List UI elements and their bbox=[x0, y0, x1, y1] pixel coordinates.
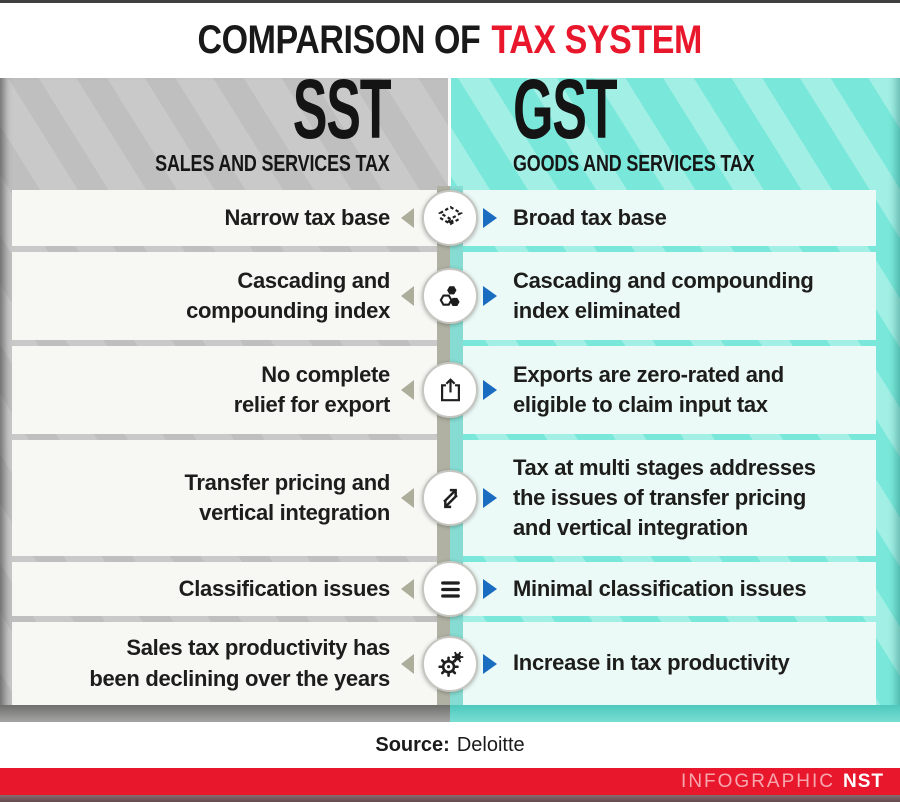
left-arrow-icon bbox=[401, 488, 414, 508]
column-divider bbox=[448, 78, 451, 186]
sst-abbreviation: SST bbox=[292, 61, 391, 156]
sst-point-text: Narrow tax base bbox=[224, 204, 391, 230]
left-arrow-icon bbox=[401, 380, 414, 400]
comparison-row: No complete relief for export Exports ar… bbox=[12, 346, 876, 434]
gst-point-text: Increase in tax productivity bbox=[513, 650, 790, 676]
comparison-row: Transfer pricing and vertical integratio… bbox=[12, 440, 876, 556]
right-arrow-icon bbox=[483, 653, 497, 674]
sst-cell: Sales tax productivity has been declinin… bbox=[12, 622, 437, 705]
gst-cell: Cascading and compounding index eliminat… bbox=[463, 252, 876, 340]
export-icon bbox=[422, 362, 478, 418]
gst-cell: Minimal classification issues bbox=[463, 562, 876, 616]
gst-point-text: Broad tax base bbox=[513, 204, 667, 230]
source-value: Deloitte bbox=[456, 733, 525, 756]
title-bar: COMPARISON OF TAX SYSTEM bbox=[0, 3, 900, 78]
right-arrow-icon bbox=[483, 286, 497, 306]
left-arrow-icon bbox=[401, 653, 414, 674]
footer-nst-logo: NST bbox=[843, 770, 884, 792]
bottom-band bbox=[0, 705, 900, 722]
source-line: Source: Deloitte bbox=[0, 722, 900, 768]
sst-point-text: Classification issues bbox=[178, 575, 391, 601]
right-arrow-icon bbox=[483, 208, 497, 228]
gst-cell: Exports are zero-rated and eligible to c… bbox=[463, 346, 876, 434]
comparison-row: Sales tax productivity has been declinin… bbox=[12, 622, 876, 705]
sst-cell: Narrow tax base bbox=[12, 190, 437, 246]
sst-bottom-band bbox=[0, 705, 450, 722]
gst-point-text: Tax at multi stages addresses the issues… bbox=[513, 454, 816, 541]
top-border bbox=[0, 0, 900, 3]
gst-cell: Tax at multi stages addresses the issues… bbox=[463, 440, 876, 556]
footer-bar: INFOGRAPHIC NST bbox=[0, 768, 900, 795]
sst-point-text: No complete relief for export bbox=[233, 361, 391, 417]
gst-cell: Broad tax base bbox=[463, 190, 876, 246]
comparison-row: Narrow tax base Broad tax base bbox=[12, 190, 876, 246]
sst-full-name: SALES AND SERVICES TAX bbox=[155, 150, 391, 176]
page-title-prefix: COMPARISON OF bbox=[197, 18, 481, 62]
page-title: COMPARISON OF TAX SYSTEM bbox=[197, 18, 703, 63]
list-lines-icon bbox=[422, 561, 478, 617]
footer-infographic-label: INFOGRAPHIC bbox=[681, 770, 835, 792]
bottom-border bbox=[0, 795, 900, 802]
left-arrow-icon bbox=[401, 579, 414, 599]
sst-cell: Transfer pricing and vertical integratio… bbox=[12, 440, 437, 556]
sst-point-text: Sales tax productivity has been declinin… bbox=[89, 635, 390, 691]
gst-cell: Increase in tax productivity bbox=[463, 622, 876, 705]
left-arrow-icon bbox=[401, 286, 414, 306]
comparison-row: Classification issues Minimal classifica… bbox=[12, 561, 876, 617]
left-arrow-icon bbox=[401, 208, 414, 228]
right-arrow-icon bbox=[483, 380, 497, 400]
gst-point-text: Cascading and compounding index eliminat… bbox=[513, 267, 814, 323]
right-arrow-icon bbox=[483, 488, 497, 508]
comparison-panel: SST SALES AND SERVICES TAX GST GOODS AND… bbox=[0, 61, 900, 722]
gst-header: GST GOODS AND SERVICES TAX bbox=[450, 61, 900, 186]
sst-point-text: Cascading and compounding index bbox=[186, 267, 390, 323]
comparison-rows: Narrow tax base Broad tax base Cascading… bbox=[0, 190, 900, 705]
sst-cell: Cascading and compounding index bbox=[12, 252, 437, 340]
gst-point-text: Minimal classification issues bbox=[513, 575, 807, 601]
hexagons-icon bbox=[422, 268, 478, 324]
gst-full-name: GOODS AND SERVICES TAX bbox=[513, 150, 755, 176]
column-headers: SST SALES AND SERVICES TAX GST GOODS AND… bbox=[0, 61, 900, 186]
sst-cell: No complete relief for export bbox=[12, 346, 437, 434]
page-title-highlight: TAX SYSTEM bbox=[491, 18, 703, 62]
gst-abbreviation: GST bbox=[513, 61, 618, 156]
transfer-arrows-icon bbox=[422, 470, 478, 526]
gst-bottom-band bbox=[450, 705, 900, 722]
sst-point-text: Transfer pricing and vertical integratio… bbox=[184, 469, 391, 525]
right-arrow-icon bbox=[483, 579, 497, 599]
gst-point-text: Exports are zero-rated and eligible to c… bbox=[513, 361, 784, 417]
sst-header: SST SALES AND SERVICES TAX bbox=[0, 61, 450, 186]
comparison-row: Cascading and compounding index Cascadin… bbox=[12, 252, 876, 340]
source-label: Source: bbox=[375, 733, 450, 756]
sst-cell: Classification issues bbox=[12, 562, 437, 616]
layers-icon bbox=[422, 190, 478, 246]
gears-icon bbox=[422, 635, 478, 692]
